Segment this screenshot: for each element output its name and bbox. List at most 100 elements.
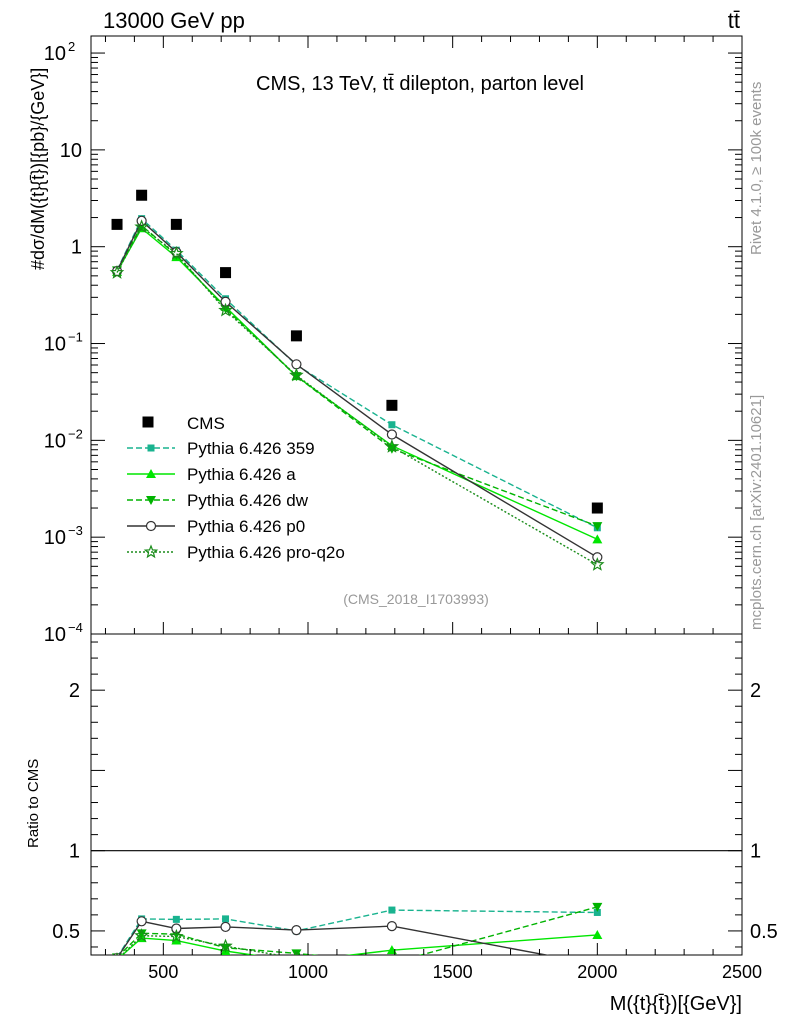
y-tick-label-lower-right: 0.5 <box>750 921 778 943</box>
series-point <box>220 304 231 314</box>
legend-marker <box>143 544 159 559</box>
x-tick-label: 1000 <box>288 962 328 982</box>
series-point <box>592 534 603 544</box>
y-tick-label-lower: 2 <box>69 680 80 702</box>
data-point <box>170 218 182 230</box>
ratio-point <box>220 921 231 933</box>
y-tick-exponent: −1 <box>68 330 83 345</box>
data-series <box>111 189 603 514</box>
series-point <box>220 296 231 307</box>
series-point <box>590 557 605 571</box>
legend-label: Pythia 6.426 pro-q2o <box>187 543 345 562</box>
upper-series-group <box>109 189 605 571</box>
y-axis-label-lower: Ratio to CMS <box>25 759 42 848</box>
ratio-point <box>291 925 302 936</box>
ratio-point <box>171 935 182 945</box>
ratio-point <box>388 906 396 914</box>
ratio-point <box>136 929 147 939</box>
series-point <box>291 372 302 382</box>
y-tick-label-lower: 0.5 <box>52 921 80 943</box>
y-tick-label: 10 <box>44 527 66 549</box>
series-point <box>134 219 149 234</box>
ratio-series-0 <box>113 906 601 955</box>
legend-marker <box>146 469 156 478</box>
y-tick-label-lower: 1 <box>69 841 80 863</box>
x-tick-label: 2500 <box>722 962 762 982</box>
y-axis-label-upper: #dσ/dM({t}{t̄})[{pb}/{GeV}] <box>28 68 48 270</box>
y-tick-exponent: 2 <box>68 39 75 54</box>
energy-label: 13000 GeV pp <box>103 8 245 33</box>
legend-label: Pythia 6.426 a <box>187 465 296 484</box>
data-point <box>290 330 302 342</box>
y-tick-label: 10 <box>44 624 66 646</box>
lower-axis: 0.5 0.5 1 1 2 2 <box>52 641 778 948</box>
ratio-line <box>121 934 598 955</box>
chart-title: CMS, 13 TeV, tt̄ dilepton, parton level <box>256 73 584 95</box>
data-point <box>136 189 148 201</box>
y-tick-label: 10 <box>44 430 66 452</box>
x-tick-label: 500 <box>148 962 178 982</box>
x-tick-label: 1500 <box>433 962 473 982</box>
series-point <box>291 359 302 370</box>
ratio-point <box>592 929 603 939</box>
legend-label: CMS <box>187 414 225 433</box>
series-point <box>384 439 400 453</box>
ratio-point <box>387 959 397 968</box>
lower-frame <box>90 633 743 956</box>
ratio-point <box>169 928 184 943</box>
ratio-series-4 <box>115 928 397 968</box>
y-tick-exponent: −2 <box>68 426 83 441</box>
series-3 <box>111 215 603 563</box>
y-tick-exponent: −4 <box>68 620 83 635</box>
series-point <box>388 421 396 429</box>
ratio-point <box>134 928 149 942</box>
source-label: mcplots.cern.ch [arXiv:2401.10621] <box>748 395 765 630</box>
ratio-series-3 <box>113 916 550 955</box>
ratio-point <box>592 902 603 912</box>
y-tick-label: 1 <box>71 237 82 259</box>
legend-marker <box>146 496 156 505</box>
legend-marker <box>147 444 155 452</box>
x-axis-label: M({t}{t̄})[{GeV}] <box>610 993 742 1015</box>
y-tick-label-lower-right: 1 <box>750 841 761 863</box>
analysis-label: (CMS_2018_I1703993) <box>343 591 489 607</box>
upper-panel: CMS, 13 TeV, tt̄ dilepton, parton level … <box>28 35 743 646</box>
ratio-line <box>117 909 598 955</box>
series-point <box>386 429 398 440</box>
legend: CMS Pythia 6.426 359 Pythia 6.426 a Pythia … <box>127 414 345 562</box>
data-point <box>220 267 232 279</box>
ratio-point <box>222 915 230 923</box>
y-tick-label-lower-right: 2 <box>750 680 761 702</box>
series-point <box>218 302 233 317</box>
y-tick-exponent: −3 <box>68 523 83 538</box>
lower-panel: 0.5 0.5 1 1 2 2 Ratio to CMS <box>25 633 778 968</box>
ratio-point <box>218 938 233 953</box>
rivet-label: Rivet 4.1.0, ≥ 100k events <box>748 82 765 255</box>
data-point <box>111 218 123 230</box>
y-tick-label: 10 <box>44 43 66 65</box>
x-axis: 500 1000 1500 2000 2500 <box>104 36 762 982</box>
series-point <box>289 367 304 382</box>
series-1 <box>112 223 603 544</box>
legend-label: Pythia 6.426 359 <box>187 439 315 458</box>
y-tick-label: 10 <box>60 140 82 162</box>
ratio-point <box>386 921 398 932</box>
ratio-point <box>386 957 397 968</box>
series-point <box>592 522 603 532</box>
process-label: tt̄ <box>728 8 740 33</box>
series-point <box>169 245 184 260</box>
legend-marker <box>145 520 157 532</box>
ratio-series-1 <box>116 929 603 955</box>
ratio-series-2 <box>112 902 603 968</box>
x-tick-label: 2000 <box>577 962 617 982</box>
ratio-point <box>172 915 180 923</box>
series-2 <box>112 221 603 532</box>
ratio-point <box>171 923 182 934</box>
data-point <box>386 399 398 411</box>
series-point <box>109 264 125 279</box>
ratio-point <box>136 916 147 927</box>
legend-label: Pythia 6.426 p0 <box>187 517 305 536</box>
ratio-point <box>116 954 118 955</box>
